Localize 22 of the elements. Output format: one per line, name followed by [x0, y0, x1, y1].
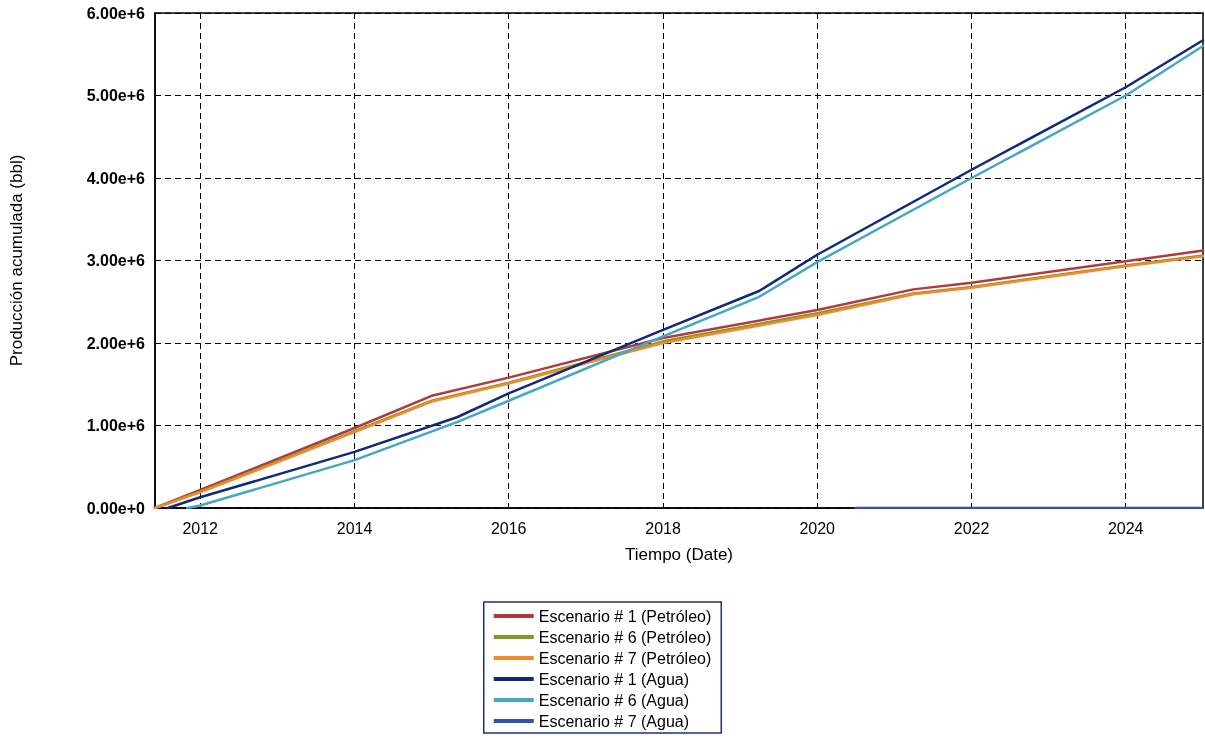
y-tick-label: 3.00e+6: [86, 252, 146, 269]
y-tick-label: 4.00e+6: [86, 169, 146, 187]
x-tick-label: 2016: [490, 519, 527, 537]
legend-label: Escenario # 6 (Petróleo): [538, 628, 712, 646]
x-axis-title: Tiempo (Date): [624, 545, 734, 564]
legend-label: Escenario # 7 (Agua): [538, 712, 690, 730]
x-tick-label: 2014: [336, 519, 373, 537]
y-tick-label: 5.00e+6: [86, 87, 146, 104]
y-tick-label: 6.00e+6: [86, 4, 146, 22]
x-tick-label: 2024: [1107, 519, 1144, 537]
y-tick-label: 1.00e+6: [86, 417, 146, 434]
x-tick-label: 2012: [182, 519, 219, 537]
legend-label: Escenario # 7 (Petróleo): [538, 649, 712, 667]
y-tick-label: 2.00e+6: [86, 334, 146, 352]
x-tick-label: 2018: [645, 519, 681, 537]
y-tick-label: 0.00e+0: [86, 499, 146, 517]
y-axis-title: Producción acumulada (bbl): [7, 154, 26, 367]
legend-label: Escenario # 6 (Agua): [538, 691, 690, 709]
x-tick-label: 2020: [799, 519, 836, 537]
x-tick-label: 2022: [953, 519, 990, 537]
legend-label: Escenario # 1 (Agua): [538, 670, 690, 688]
legend-label: Escenario # 1 (Petróleo): [538, 607, 712, 625]
